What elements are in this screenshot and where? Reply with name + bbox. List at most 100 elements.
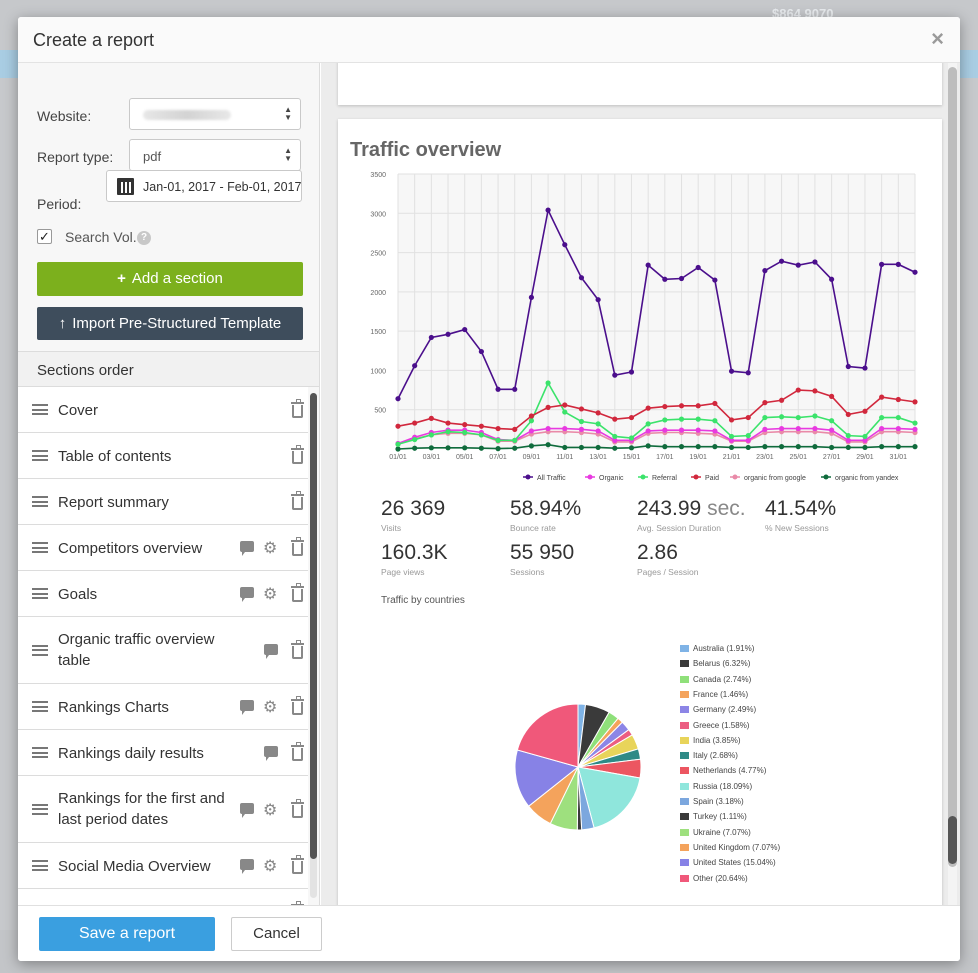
gear-icon[interactable]: ⚙ [263, 858, 278, 875]
series-point [462, 326, 468, 333]
trash-icon[interactable] [291, 445, 304, 464]
series-point [912, 269, 918, 275]
series-point [528, 443, 535, 449]
drag-handle-icon[interactable] [32, 803, 48, 815]
sections-scrollbar[interactable] [310, 393, 317, 859]
series-point [845, 433, 851, 439]
series-point [628, 369, 635, 375]
trash-icon[interactable] [291, 742, 304, 761]
series-line [397, 389, 916, 431]
period-input[interactable]: Jan-01, 2017 - Feb-01, 2017 [106, 170, 302, 202]
drag-handle-icon[interactable] [32, 496, 48, 507]
section-item[interactable]: Social Media Overview ⚙ [18, 843, 308, 889]
comment-icon[interactable] [240, 700, 254, 715]
series-point [645, 262, 651, 268]
drag-handle-icon[interactable] [32, 644, 48, 656]
trash-icon[interactable] [291, 639, 304, 659]
section-item[interactable]: Rankings daily results [18, 730, 308, 776]
series-point [412, 363, 418, 369]
pie-slice [514, 749, 580, 807]
series-point [795, 425, 801, 432]
comment-icon[interactable] [240, 587, 254, 602]
series-point [445, 420, 451, 426]
metric-value: 243.99 sec. [637, 497, 746, 521]
gear-icon[interactable]: ⚙ [263, 699, 278, 716]
legend-swatch [680, 828, 689, 836]
comment-icon[interactable] [264, 643, 278, 659]
series-point [912, 444, 918, 450]
report-title: Traffic overview [350, 139, 502, 161]
series-point [795, 444, 801, 450]
series-point [895, 261, 901, 267]
legend-label: Paid [705, 475, 719, 482]
section-item[interactable]: Rankings Charts ⚙ [18, 684, 308, 730]
modal-title: Create a report [33, 30, 155, 50]
comment-icon[interactable] [240, 541, 254, 556]
section-item[interactable]: Rankings for the first and last period d… [18, 776, 308, 843]
close-icon[interactable]: × [931, 26, 944, 51]
comment-icon[interactable] [240, 859, 254, 874]
metric-label: Page views [381, 567, 425, 577]
drag-handle-icon[interactable] [32, 404, 48, 415]
series-point [495, 437, 501, 443]
section-item[interactable]: Organic traffic overview table [18, 617, 308, 684]
trash-icon[interactable] [291, 798, 304, 818]
trash-icon[interactable] [291, 855, 304, 874]
gear-icon[interactable]: ⚙ [263, 801, 278, 819]
trash-icon[interactable] [291, 537, 304, 556]
drag-handle-icon[interactable] [32, 860, 48, 871]
trash-icon[interactable] [291, 583, 304, 602]
series-point [545, 380, 551, 386]
section-item[interactable]: Report summary [18, 479, 308, 525]
comment-icon[interactable] [264, 746, 278, 761]
comment-icon[interactable] [240, 802, 254, 818]
section-item[interactable]: Finance report [18, 889, 308, 905]
trash-icon[interactable] [291, 491, 304, 510]
section-item[interactable]: Cover [18, 387, 308, 433]
x-tick-label: 11/01 [556, 454, 573, 461]
import-template-button[interactable]: ↑ Import Pre-Structured Template [37, 307, 303, 340]
search-vol-checkbox[interactable]: ✓ [37, 229, 52, 244]
section-item[interactable]: Competitors overview ⚙ [18, 525, 308, 571]
legend-label: France (1.46%) [693, 689, 749, 699]
trash-icon[interactable] [291, 399, 304, 418]
series-point [879, 261, 885, 267]
help-icon[interactable]: ? [137, 231, 151, 245]
section-item[interactable]: Table of contents [18, 433, 308, 479]
drag-handle-icon[interactable] [32, 701, 48, 712]
preview-scrollbar-thumb[interactable] [948, 816, 957, 864]
series-point [595, 410, 601, 416]
series-point [395, 423, 401, 429]
metric-value: 55 950 [510, 541, 574, 565]
save-report-button[interactable]: Save a report [39, 917, 215, 951]
legend-label: Belarus (6.32%) [693, 659, 751, 669]
website-select[interactable]: ▲ ▼ [129, 98, 301, 130]
report-preview-panel: Traffic overview 500 1000 1500 2000 2500 3000… [321, 63, 960, 905]
add-section-button[interactable]: + Add a section [37, 262, 303, 296]
cancel-button[interactable]: Cancel [231, 917, 322, 951]
legend-marker [823, 474, 829, 480]
calendar-icon [117, 178, 134, 195]
series-point [612, 416, 618, 422]
series-point [745, 433, 751, 439]
drag-handle-icon[interactable] [32, 747, 48, 758]
drag-handle-icon[interactable] [32, 450, 48, 461]
trash-icon[interactable] [291, 696, 304, 715]
preview-scroll-rail[interactable] [948, 67, 957, 867]
select-arrows-icon: ▲ ▼ [284, 146, 292, 163]
drag-handle-icon[interactable] [32, 588, 48, 599]
metric-number: 55 950 [510, 541, 575, 564]
legend-marker [732, 474, 738, 480]
report-type-select[interactable]: pdf ▲ ▼ [129, 139, 301, 171]
legend-label: United Kingdom (7.07%) [693, 842, 781, 852]
gear-icon[interactable]: ⚙ [263, 540, 278, 557]
series-line [397, 427, 916, 445]
metric-label: Sessions [510, 567, 545, 577]
series-point [812, 388, 818, 394]
section-item[interactable]: Goals ⚙ [18, 571, 308, 617]
series-point [462, 445, 468, 451]
gear-icon[interactable]: ⚙ [263, 586, 278, 603]
metric: 41.54% % New Sessions [765, 497, 836, 533]
series-point [745, 437, 751, 443]
drag-handle-icon[interactable] [32, 542, 48, 553]
